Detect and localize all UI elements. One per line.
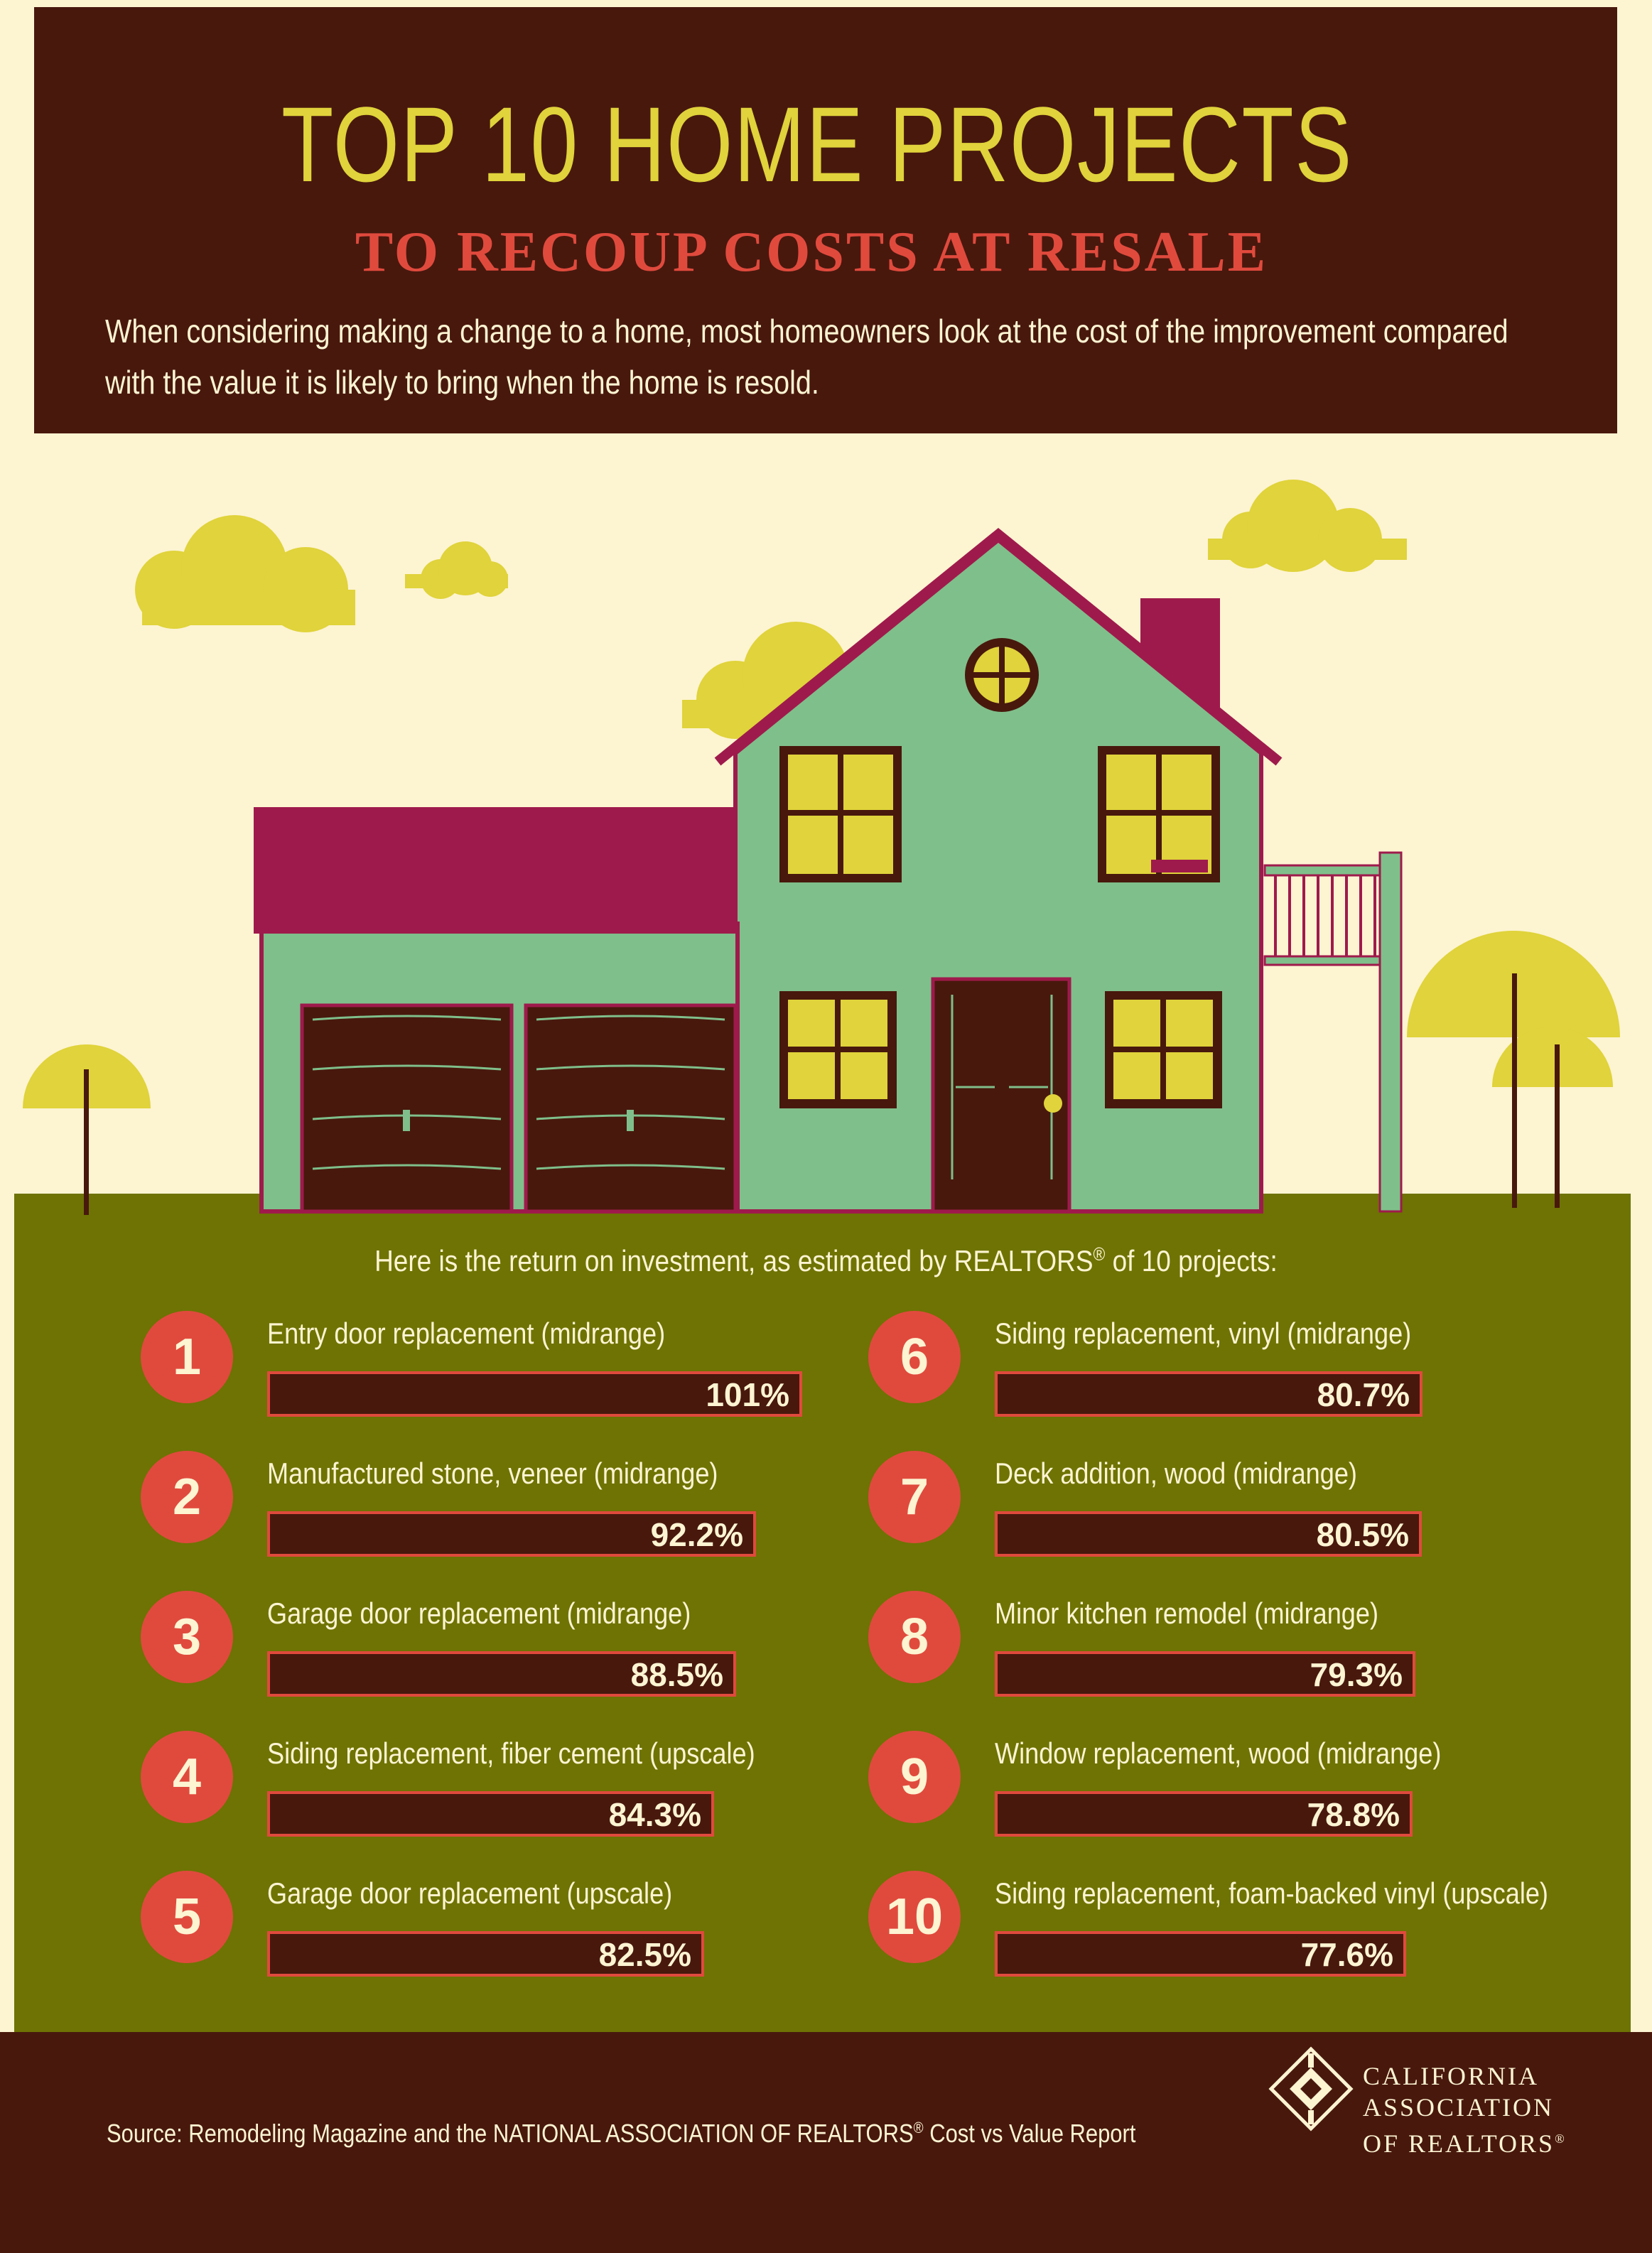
- project-label: Siding replacement, fiber cement (upscal…: [267, 1736, 755, 1770]
- rank-badge: 9: [868, 1731, 961, 1823]
- garage-door-icon: [300, 1003, 514, 1214]
- tree-icon: [23, 1044, 151, 1215]
- window-icon: [779, 991, 897, 1108]
- project-label: Siding replacement, foam-backed vinyl (u…: [995, 1876, 1548, 1910]
- rank-badge: 7: [868, 1451, 961, 1543]
- roi-value-label: 80.7%: [1317, 1376, 1410, 1413]
- roi-value-label: 101%: [706, 1376, 789, 1413]
- list-item: 2 Manufactured stone, veneer (midrange) 92…: [141, 1451, 880, 1579]
- rank-badge: 8: [868, 1591, 961, 1683]
- footer-banner: [0, 2032, 1652, 2253]
- car-logo-text: CALIFORNIA ASSOCIATION OF REALTORS®: [1363, 2062, 1567, 2158]
- front-door-icon: [931, 977, 1071, 1214]
- window-icon: [1098, 746, 1220, 882]
- list-item: 7 Deck addition, wood (midrange) 80.5%: [868, 1451, 1607, 1579]
- roi-value-label: 78.8%: [1307, 1796, 1400, 1833]
- grass-panel: [14, 1194, 1631, 2032]
- window-icon: [779, 746, 902, 882]
- roi-bar: 79.3%: [995, 1651, 1415, 1697]
- list-item: 9 Window replacement, wood (midrange) 78.8…: [868, 1731, 1607, 1859]
- project-label: Entry door replacement (midrange): [267, 1317, 666, 1350]
- roi-bar: 92.2%: [267, 1511, 756, 1557]
- roi-bar: 88.5%: [267, 1651, 736, 1697]
- rank-badge: 5: [141, 1871, 233, 1963]
- rank-badge: 10: [868, 1871, 961, 1963]
- roi-bar: 77.6%: [995, 1931, 1406, 1977]
- project-label: Minor kitchen remodel (midrange): [995, 1596, 1379, 1630]
- project-label: Manufactured stone, veneer (midrange): [267, 1457, 718, 1490]
- project-label: Garage door replacement (upscale): [267, 1876, 673, 1910]
- list-item: 5 Garage door replacement (upscale) 82.5%: [141, 1871, 880, 1999]
- cloud-icon: [1208, 480, 1407, 572]
- roi-bar: 82.5%: [267, 1931, 704, 1977]
- roi-bar: 78.8%: [995, 1791, 1413, 1837]
- rank-badge: 6: [868, 1311, 961, 1403]
- roi-bar: 101%: [267, 1371, 802, 1417]
- list-item: 4 Siding replacement, fiber cement (upsca…: [141, 1731, 880, 1859]
- project-label: Deck addition, wood (midrange): [995, 1457, 1357, 1490]
- intro-line-1: When considering making a change to a ho…: [105, 313, 1508, 350]
- page-title: TOP 10 HOME PROJECTS: [281, 85, 1353, 204]
- roi-value-label: 88.5%: [630, 1656, 723, 1693]
- project-label: Garage door replacement (midrange): [267, 1596, 691, 1630]
- list-item: 1 Entry door replacement (midrange) 101%: [141, 1311, 880, 1439]
- roi-bar: 84.3%: [267, 1791, 714, 1837]
- cloud-icon: [405, 541, 508, 599]
- car-logo-icon: [1268, 2046, 1354, 2132]
- project-label: Window replacement, wood (midrange): [995, 1736, 1442, 1770]
- rank-badge: 3: [141, 1591, 233, 1683]
- roi-value-label: 79.3%: [1310, 1656, 1403, 1693]
- rank-badge: 4: [141, 1731, 233, 1823]
- list-item: 6 Siding replacement, vinyl (midrange) 80.…: [868, 1311, 1607, 1439]
- window-icon: [1105, 991, 1222, 1108]
- garage-door-icon: [524, 1003, 738, 1214]
- intro-text: When considering making a change to a ho…: [105, 306, 1596, 408]
- header-banner: TOP 10 HOME PROJECTS TO RECOUP COSTS AT …: [34, 7, 1617, 433]
- roi-heading: Here is the return on investment, as est…: [374, 1243, 1278, 1277]
- intro-line-2: with the value it is likely to bring whe…: [105, 364, 819, 401]
- page-subtitle: TO RECOUP COSTS AT RESALE: [355, 221, 1268, 283]
- house-illustration: [23, 480, 1620, 1215]
- roi-value-label: 80.5%: [1316, 1516, 1409, 1553]
- project-label: Siding replacement, vinyl (midrange): [995, 1317, 1412, 1350]
- list-item: 10 Siding replacement, foam-backed vinyl …: [868, 1871, 1607, 1999]
- tree-icon: [1407, 931, 1620, 1208]
- roi-value-label: 92.2%: [650, 1516, 743, 1553]
- balcony-icon: [1263, 851, 1403, 1213]
- cloud-icon: [135, 515, 355, 632]
- roi-value-label: 84.3%: [608, 1796, 701, 1833]
- roi-value-label: 82.5%: [598, 1936, 691, 1973]
- rank-badge: 1: [141, 1311, 233, 1403]
- roi-bar: 80.5%: [995, 1511, 1422, 1557]
- list-item: 3 Garage door replacement (midrange) 88.5%: [141, 1591, 880, 1719]
- source-note: Source: Remodeling Magazine and the NATI…: [107, 2119, 1136, 2148]
- list-item: 8 Minor kitchen remodel (midrange) 79.3%: [868, 1591, 1607, 1719]
- rank-badge: 2: [141, 1451, 233, 1543]
- roi-bar: 80.7%: [995, 1371, 1422, 1417]
- roi-value-label: 77.6%: [1300, 1936, 1393, 1973]
